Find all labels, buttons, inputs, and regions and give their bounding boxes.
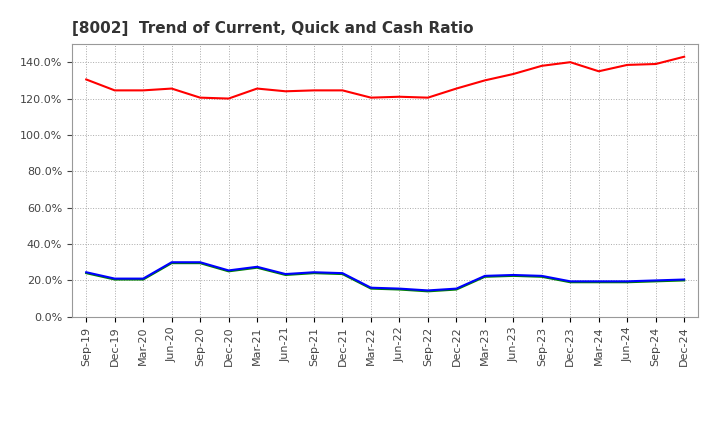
Cash Ratio [509,272,518,278]
Current Ratio [282,88,290,94]
Cash Ratio [253,264,261,269]
Cash Ratio [110,276,119,281]
Cash Ratio [196,260,204,265]
Cash Ratio [680,277,688,282]
Cash Ratio [537,273,546,279]
Cash Ratio [282,271,290,277]
Cash Ratio [452,286,461,291]
Cash Ratio [366,285,375,290]
Quick Ratio [395,287,404,292]
Quick Ratio [282,272,290,278]
Quick Ratio [595,279,603,285]
Line: Current Ratio: Current Ratio [86,57,684,99]
Quick Ratio [225,269,233,274]
Quick Ratio [196,260,204,266]
Line: Quick Ratio: Quick Ratio [86,263,684,291]
Cash Ratio [566,279,575,284]
Cash Ratio [338,271,347,276]
Current Ratio [366,95,375,100]
Current Ratio [480,78,489,83]
Quick Ratio [566,279,575,285]
Current Ratio [652,61,660,66]
Current Ratio [566,59,575,65]
Cash Ratio [623,279,631,284]
Current Ratio [253,86,261,91]
Current Ratio [196,95,204,100]
Quick Ratio [110,277,119,282]
Quick Ratio [680,278,688,283]
Current Ratio [452,86,461,91]
Current Ratio [139,88,148,93]
Cash Ratio [595,279,603,284]
Cash Ratio [395,286,404,291]
Quick Ratio [623,279,631,285]
Current Ratio [310,88,318,93]
Current Ratio [167,86,176,91]
Current Ratio [338,88,347,93]
Current Ratio [82,77,91,82]
Text: [8002]  Trend of Current, Quick and Cash Ratio: [8002] Trend of Current, Quick and Cash … [72,21,474,36]
Quick Ratio [537,274,546,279]
Quick Ratio [652,279,660,284]
Quick Ratio [253,265,261,270]
Cash Ratio [652,278,660,283]
Quick Ratio [509,273,518,279]
Current Ratio [537,63,546,69]
Cash Ratio [480,273,489,279]
Quick Ratio [452,287,461,292]
Current Ratio [509,71,518,77]
Cash Ratio [82,270,91,275]
Cash Ratio [139,276,148,281]
Quick Ratio [366,286,375,291]
Cash Ratio [225,268,233,273]
Line: Cash Ratio: Cash Ratio [86,262,684,290]
Quick Ratio [480,274,489,279]
Current Ratio [225,96,233,101]
Current Ratio [623,62,631,68]
Quick Ratio [167,260,176,266]
Cash Ratio [167,260,176,265]
Current Ratio [680,54,688,59]
Quick Ratio [338,271,347,277]
Current Ratio [595,69,603,74]
Cash Ratio [423,288,432,293]
Current Ratio [395,94,404,99]
Current Ratio [423,95,432,100]
Quick Ratio [423,289,432,294]
Quick Ratio [310,271,318,276]
Current Ratio [110,88,119,93]
Quick Ratio [82,271,91,276]
Quick Ratio [139,277,148,282]
Cash Ratio [310,270,318,275]
